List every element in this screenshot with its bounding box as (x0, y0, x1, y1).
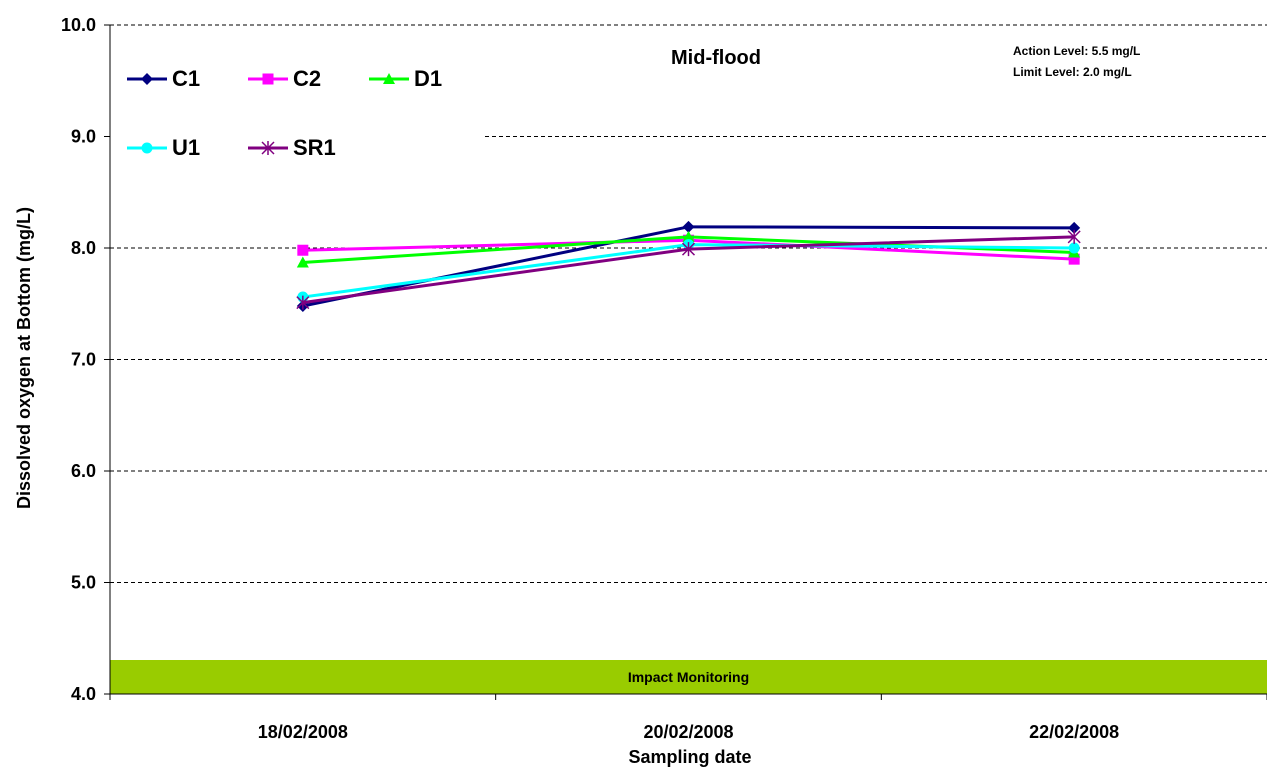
axes (104, 24, 1267, 700)
y-tick-labels: 4.0 5.0 6.0 7.0 8.0 9.0 10.0 (61, 15, 96, 704)
legend-marker (261, 141, 275, 155)
y-tick-label: 7.0 (71, 350, 96, 370)
y-tick-label: 10.0 (61, 15, 96, 35)
legend-label: C2 (293, 66, 321, 91)
x-tick-label: 18/02/2008 (258, 722, 348, 742)
legend-label: C1 (172, 66, 200, 91)
action-level-annotation: Action Level: 5.5 mg/L (1013, 44, 1140, 58)
y-tick-label: 6.0 (71, 461, 96, 481)
data-point-sr1 (1067, 229, 1081, 244)
data-point-sr1 (681, 242, 696, 257)
data-point-c2 (1068, 253, 1080, 265)
x-axis-label: Sampling date (628, 747, 751, 767)
legend-label: SR1 (293, 135, 336, 160)
data-point-d1 (682, 230, 695, 242)
legend-item-sr1: SR1 (248, 135, 336, 160)
legend-marker (141, 73, 153, 85)
data-point-c2 (297, 244, 309, 256)
y-axis-label: Dissolved oxygen at Bottom (mg/L) (14, 207, 34, 509)
legend-label: U1 (172, 135, 200, 160)
legend-marker (141, 142, 153, 154)
data-point-u1 (1068, 242, 1080, 254)
legend-marker (383, 73, 395, 84)
y-tick-label: 5.0 (71, 573, 96, 593)
chart-title: Mid-flood (671, 47, 761, 69)
legend-marker (262, 73, 274, 85)
impact-monitoring-band (110, 660, 1267, 694)
x-tick-label: 20/02/2008 (643, 722, 733, 742)
legend-item-c2: C2 (248, 66, 321, 91)
data-point-sr1 (296, 295, 310, 310)
x-tick-labels: 18/02/2008 20/02/2008 22/02/2008 (258, 722, 1119, 742)
y-tick-label: 4.0 (71, 684, 96, 704)
data-point-c1 (682, 220, 695, 233)
gridlines (110, 24, 1267, 583)
data-point-c1 (1068, 221, 1081, 234)
limit-level-annotation: Limit Level: 2.0 mg/L (1013, 65, 1132, 79)
legend: C1 C2 D1 U1 SR1 (127, 66, 442, 160)
legend-item-u1: U1 (127, 135, 200, 160)
series-layer (296, 220, 1081, 312)
y-tick-label: 9.0 (71, 127, 96, 147)
series-sr1 (296, 229, 1081, 310)
legend-item-d1: D1 (369, 66, 442, 91)
x-tick-label: 22/02/2008 (1029, 722, 1119, 742)
data-point-d1 (296, 256, 309, 268)
legend-label: D1 (414, 66, 442, 91)
y-tick-label: 8.0 (71, 238, 96, 258)
impact-monitoring-label: Impact Monitoring (628, 669, 749, 685)
legend-item-c1: C1 (127, 66, 200, 91)
